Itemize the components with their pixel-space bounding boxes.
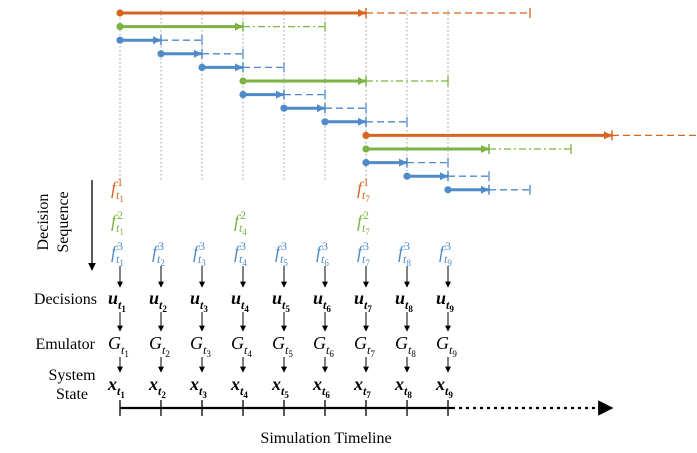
policy-symbol: f3 t4	[234, 239, 247, 268]
horizon-commit-arrow	[358, 77, 366, 85]
horizon-commit-arrow	[358, 117, 366, 126]
horizon-commit-arrow	[153, 36, 161, 45]
emulator-symbol: Gt5	[272, 333, 293, 359]
horizon-commit-arrow	[235, 22, 243, 31]
horizon-bar	[362, 144, 572, 154]
horizon-bar	[116, 8, 531, 18]
horizon-start-dot	[444, 186, 452, 194]
horizon-start-dot	[116, 36, 124, 44]
horizon-bar	[403, 171, 490, 182]
horizon-bar	[280, 103, 367, 114]
policy-symbol: f2 t1	[111, 208, 124, 237]
emulator-symbol: Gt4	[231, 333, 252, 359]
horizon-start-dot	[280, 104, 288, 112]
decision-sequence-label: Decision Sequence	[35, 191, 72, 252]
decision-sequence-word2: Sequence	[55, 191, 72, 252]
state-symbol: xt3	[189, 374, 207, 400]
horizon-bar	[321, 116, 408, 127]
emulator-symbol: Gt6	[313, 333, 334, 359]
horizon-start-dot	[403, 172, 411, 180]
horizon-commit-arrow	[481, 185, 489, 194]
policy-symbol: f3 t1	[111, 239, 124, 268]
horizon-start-dot	[157, 50, 165, 58]
state-row-label: State	[56, 386, 88, 403]
decisions-row-label: Decisions	[34, 291, 97, 308]
state-symbol: xt4	[230, 374, 248, 400]
state-symbol: xt2	[148, 374, 166, 400]
horizon-commit-arrow	[317, 104, 325, 113]
horizon-start-dot	[198, 63, 206, 71]
policy-symbol: f3 t2	[152, 239, 165, 268]
emulator-symbol: Gt3	[190, 333, 211, 359]
decision-symbol: ut9	[436, 288, 454, 314]
horizon-bar	[362, 130, 697, 141]
horizon-start-dot	[239, 91, 247, 99]
horizon-commit-arrow	[276, 90, 284, 99]
emulator-symbol: Gt2	[149, 333, 170, 359]
emulator-symbol: Gt1	[108, 333, 129, 359]
horizon-commit-arrow	[399, 158, 407, 167]
horizon-start-dot	[116, 9, 124, 17]
policy-symbol: f3 t7	[357, 239, 370, 268]
timestep-columns: ut1 Gt1 xt1 ut2 Gt2 xt2 ut3 Gt3 xt3 ut4 Gt4 xt4 ut5 G…	[107, 266, 457, 400]
horizon-bar	[362, 157, 449, 168]
emulator-symbol: Gt7	[354, 333, 375, 359]
horizon-start-dot	[116, 23, 124, 31]
horizon-bar	[157, 48, 244, 59]
policy-symbol: f3 t5	[275, 239, 288, 268]
decision-symbol: ut7	[354, 288, 372, 314]
decision-sequence-word1: Decision	[35, 194, 52, 251]
decision-symbol: ut1	[108, 288, 126, 314]
planning-horizons	[116, 8, 697, 195]
timeline-ticks	[119, 400, 449, 416]
decision-symbol: ut2	[149, 288, 167, 314]
emulator-row-label: Emulator	[35, 336, 95, 353]
horizon-start-dot	[362, 131, 370, 139]
policy-symbol: f3 t9	[439, 239, 452, 268]
horizon-start-dot	[321, 118, 329, 126]
horizon-commit-arrow	[358, 9, 366, 17]
horizon-start-dot	[362, 145, 370, 153]
system-row-label: System	[48, 367, 96, 384]
decision-symbol: ut3	[190, 288, 208, 314]
decision-symbol: ut4	[231, 288, 249, 314]
horizon-bar	[239, 89, 326, 100]
horizon-bar	[239, 76, 449, 86]
horizon-commit-arrow	[194, 49, 202, 58]
horizon-bar	[116, 35, 203, 46]
policy-symbols: f1 t1 f1 t7 f2 t1 f2 t4 f2 t7 f3 t1 f3 t2 f3 t3 f3 t4 f3 t5…	[111, 175, 452, 268]
emulator-symbol: Gt8	[395, 333, 416, 359]
policy-symbol: f3 t8	[398, 239, 411, 268]
timeline-label: Simulation Timeline	[260, 430, 391, 447]
state-symbol: xt9	[435, 374, 453, 400]
horizon-commit-arrow	[235, 63, 243, 72]
policy-symbol: f1 t7	[357, 175, 370, 204]
horizon-commit-arrow	[481, 145, 489, 153]
horizon-bar	[116, 21, 326, 32]
state-symbol: xt6	[312, 374, 330, 400]
decision-symbol: ut8	[395, 288, 413, 314]
decision-symbol: ut6	[313, 288, 331, 314]
policy-symbol: f1 t1	[111, 175, 124, 204]
policy-symbol: f3 t3	[193, 239, 206, 268]
horizon-commit-arrow	[440, 172, 448, 181]
emulator-symbol: Gt9	[436, 333, 457, 359]
horizon-bar	[444, 184, 531, 195]
horizon-start-dot	[362, 159, 370, 167]
horizon-bar	[198, 62, 285, 73]
horizon-commit-arrow	[604, 131, 612, 140]
state-symbol: xt8	[394, 374, 412, 400]
state-symbol: xt7	[353, 374, 371, 400]
policy-symbol: f2 t7	[357, 208, 370, 237]
policy-symbol: f3 t6	[316, 239, 329, 268]
state-symbol: xt5	[271, 374, 289, 400]
policy-symbol: f2 t4	[234, 208, 247, 237]
horizon-start-dot	[239, 77, 247, 85]
decision-symbol: ut5	[272, 288, 290, 314]
state-symbol: xt1	[107, 374, 125, 400]
